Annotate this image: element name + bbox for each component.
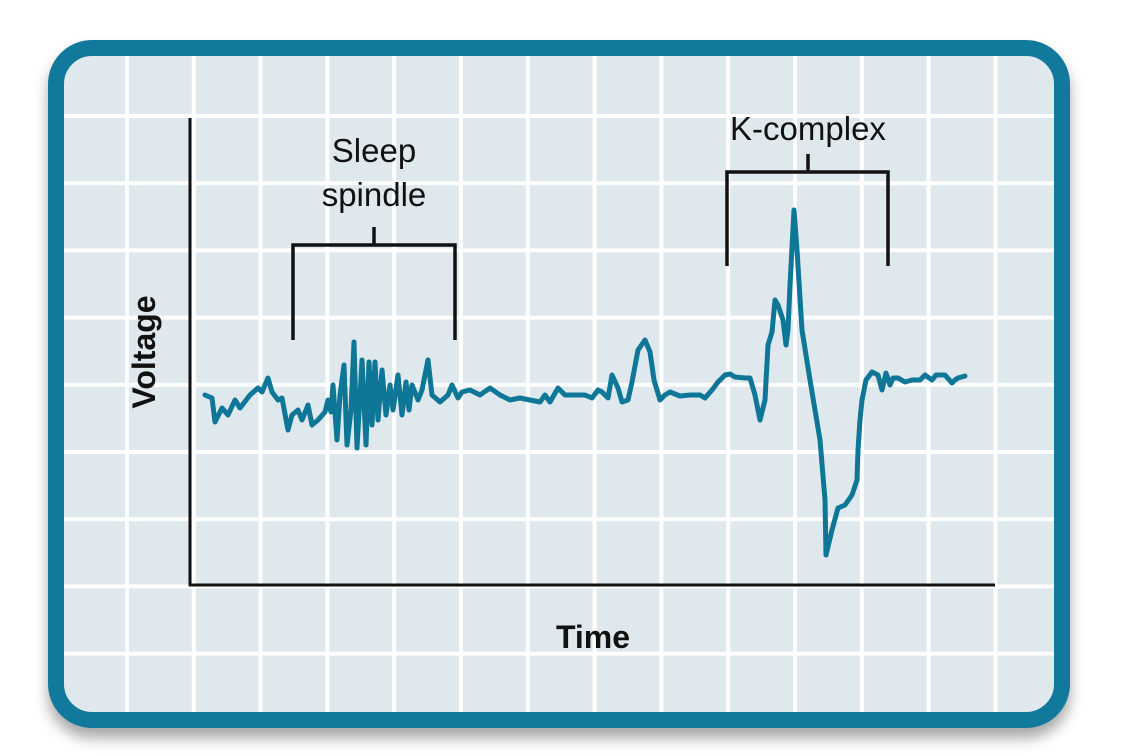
k-complex-label: K-complex bbox=[730, 110, 886, 147]
k-complex-bracket bbox=[725, 154, 890, 266]
eeg-trace bbox=[202, 207, 968, 558]
axes bbox=[188, 118, 995, 587]
sleep-spindle-bracket bbox=[291, 227, 457, 340]
x-axis-label: Time bbox=[556, 619, 630, 655]
sleep-spindle-label-line1: Sleep bbox=[332, 132, 416, 169]
grid bbox=[64, 56, 1054, 712]
sleep-spindle-label-line2: spindle bbox=[322, 176, 427, 213]
y-axis-label: Voltage bbox=[126, 295, 162, 408]
